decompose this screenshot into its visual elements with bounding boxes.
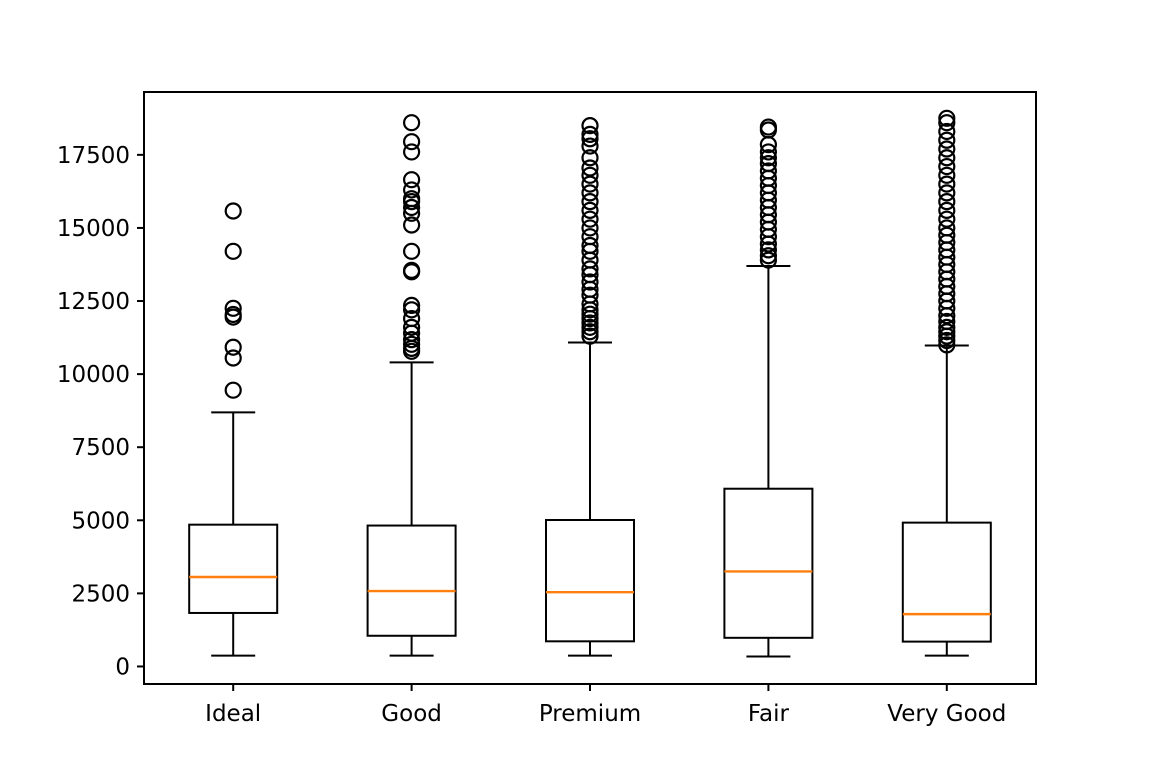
outlier-point — [938, 219, 956, 237]
outlier-point — [938, 193, 956, 211]
outlier-point — [581, 149, 599, 167]
outlier-point — [581, 193, 599, 211]
outlier-point — [759, 149, 778, 167]
outlier-point — [403, 309, 421, 328]
outlier-point — [581, 201, 599, 219]
outlier-point — [403, 335, 421, 353]
x-tick-label: Very Good — [887, 701, 1006, 727]
outlier-point — [403, 198, 421, 217]
outlier-point — [403, 133, 421, 151]
outlier-point — [224, 349, 242, 367]
box-fair — [723, 118, 814, 658]
outlier-point — [581, 219, 599, 237]
box-good — [366, 114, 457, 657]
outlier-point — [224, 305, 242, 324]
box-premium — [545, 117, 635, 657]
outlier-point — [938, 184, 956, 202]
outlier-point — [938, 318, 956, 336]
outlier-point — [581, 323, 599, 341]
outlier-point — [224, 381, 242, 399]
y-tick-label: 15000 — [57, 216, 130, 242]
outlier-point — [938, 114, 956, 132]
y-tick-label: 10000 — [57, 362, 130, 388]
outlier-point — [938, 109, 956, 127]
y-tick-label: 2500 — [71, 581, 130, 607]
outlier-point — [403, 331, 421, 349]
outlier-point — [581, 130, 599, 148]
outlier-point — [581, 305, 599, 323]
outlier-point — [403, 190, 421, 208]
outlier-point — [581, 273, 599, 291]
outlier-point — [403, 301, 421, 319]
outlier-point — [938, 331, 956, 350]
outlier-point — [938, 210, 956, 228]
outlier-point — [938, 157, 956, 176]
outlier-point — [581, 314, 599, 332]
y-tick-label: 5000 — [71, 508, 130, 534]
plot-area — [188, 109, 992, 658]
outlier-point — [581, 125, 599, 143]
iqr-box — [723, 487, 814, 639]
outlier-point — [403, 318, 421, 336]
outlier-point — [938, 131, 956, 149]
outlier-point — [581, 327, 599, 345]
outlier-point — [938, 336, 956, 354]
x-tick-label: Ideal — [205, 701, 261, 727]
outlier-point — [581, 260, 599, 278]
outlier-point — [938, 175, 956, 193]
y-axis: 0 2500 5000 7500 10000 12500 15000 17500 — [57, 143, 144, 680]
x-axis: Ideal Good Premium Fair Very Good — [205, 684, 1006, 727]
box-very-good — [901, 109, 992, 657]
outlier-point — [224, 299, 242, 317]
outlier-point — [581, 175, 599, 193]
outlier-point — [938, 166, 956, 184]
outlier-point — [403, 261, 421, 279]
outlier-point — [403, 114, 421, 132]
outlier-point — [581, 117, 599, 135]
outlier-point — [938, 312, 956, 331]
outlier-point — [938, 122, 956, 141]
box-ideal — [188, 202, 279, 657]
outlier-point — [403, 216, 421, 234]
outlier-point — [403, 171, 421, 189]
outlier-point — [759, 118, 778, 136]
iqr-box — [188, 523, 279, 614]
iqr-box — [366, 524, 457, 637]
outlier-point — [224, 242, 242, 260]
outlier-point — [581, 236, 599, 255]
outlier-point — [938, 149, 956, 167]
outlier-point — [581, 228, 599, 246]
x-tick-label: Fair — [748, 701, 790, 727]
y-tick-label: 12500 — [57, 289, 130, 315]
outlier-point — [403, 143, 421, 161]
iqr-box — [545, 518, 635, 643]
iqr-box — [901, 521, 992, 643]
outlier-point — [938, 201, 956, 219]
outlier-point — [581, 184, 599, 202]
outlier-point — [403, 242, 421, 260]
x-tick-label: Good — [381, 701, 442, 727]
outlier-point — [581, 286, 599, 304]
y-tick-label: 7500 — [71, 435, 130, 461]
y-tick-label: 17500 — [57, 143, 130, 169]
outlier-point — [938, 140, 956, 158]
outlier-point — [759, 241, 778, 259]
outlier-point — [581, 159, 599, 177]
outlier-point — [403, 296, 421, 315]
outlier-point — [224, 338, 242, 356]
y-tick-label: 0 — [115, 654, 130, 680]
outlier-point — [403, 181, 421, 199]
outlier-point — [581, 318, 599, 336]
outlier-point — [759, 143, 778, 161]
outlier-point — [581, 166, 599, 184]
outlier-point — [759, 162, 778, 180]
outlier-point — [581, 137, 599, 155]
outlier-point — [224, 202, 242, 220]
outlier-point — [759, 247, 778, 265]
x-tick-label: Premium — [539, 701, 641, 727]
outlier-point — [581, 251, 599, 269]
outlier-point — [581, 210, 599, 228]
outlier-point — [759, 155, 778, 173]
